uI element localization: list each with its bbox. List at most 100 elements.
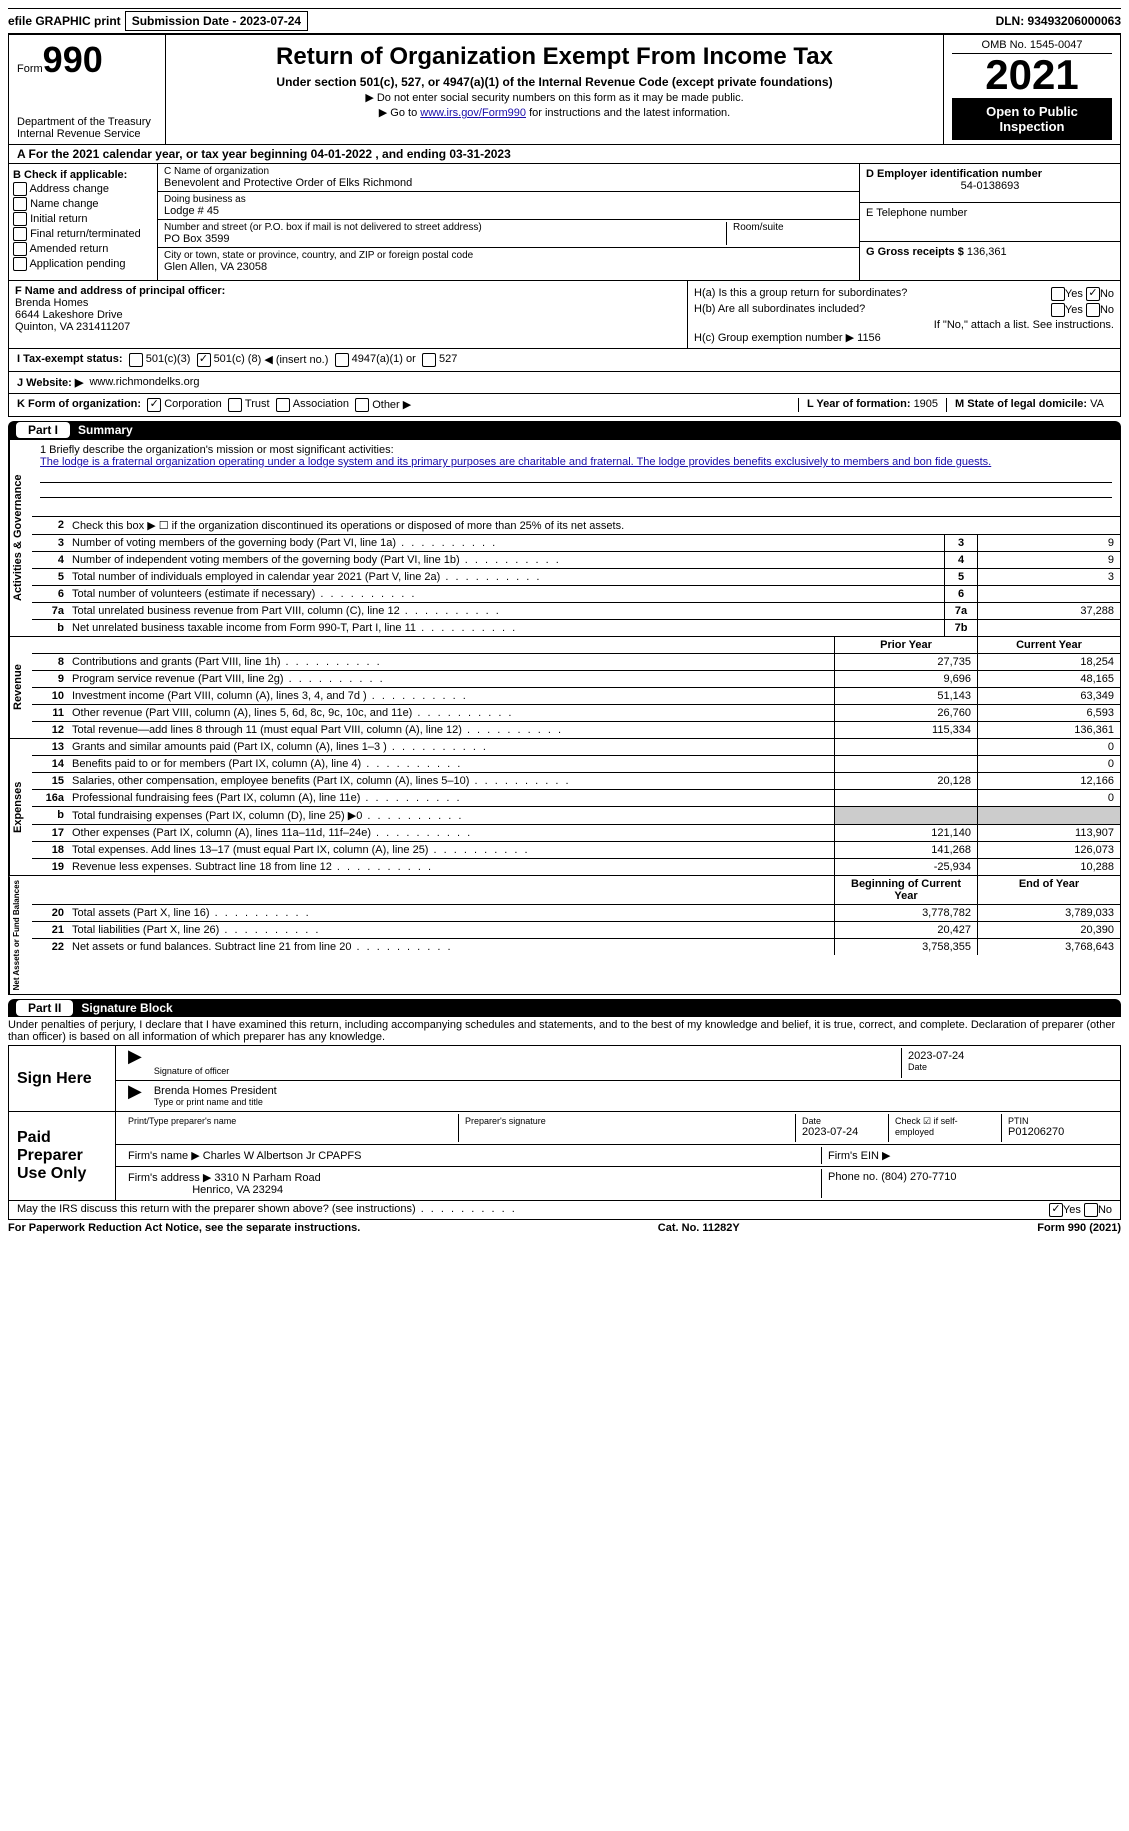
- b-label: B Check if applicable:: [13, 169, 127, 181]
- vtab-net: Net Assets or Fund Balances: [9, 876, 32, 994]
- line-12: 12 Total revenue—add lines 8 through 11 …: [32, 722, 1120, 738]
- line-15: 15 Salaries, other compensation, employe…: [32, 773, 1120, 790]
- line-b: b Total fundraising expenses (Part IX, c…: [32, 807, 1120, 825]
- firm-ein-label: Firm's EIN ▶: [822, 1147, 1114, 1164]
- hb-answer: Yes No: [1051, 303, 1114, 317]
- check-name[interactable]: Name change: [13, 197, 153, 211]
- header-right-col: OMB No. 1545-0047 2021 Open to Public In…: [944, 35, 1120, 144]
- part1-num: Part I: [16, 422, 70, 438]
- check-address-label: Address change: [29, 183, 109, 195]
- l-label: L Year of formation:: [807, 398, 911, 410]
- submission-date: Submission Date - 2023-07-24: [125, 11, 308, 31]
- form-subtitle: Under section 501(c), 527, or 4947(a)(1)…: [174, 75, 935, 89]
- prep-sig-label: Preparer's signature: [465, 1116, 789, 1126]
- irs-link[interactable]: www.irs.gov/Form990: [420, 107, 526, 119]
- check-527[interactable]: [422, 353, 436, 367]
- opt-501c-post: ) ◀ (insert no.): [258, 353, 329, 367]
- vtab-ag: Activities & Governance: [9, 440, 32, 636]
- m-label: M State of legal domicile:: [955, 398, 1087, 410]
- line-16a: 16a Professional fundraising fees (Part …: [32, 790, 1120, 807]
- sig-date: 2023-07-24: [908, 1050, 1108, 1062]
- section-h: H(a) Is this a group return for subordin…: [688, 281, 1120, 348]
- note-pre: ▶ Go to: [379, 107, 420, 119]
- part2-header: Part IISignature Block: [8, 999, 1121, 1017]
- form-header: Form990 Department of the Treasury Inter…: [8, 34, 1121, 145]
- line-19: 19 Revenue less expenses. Subtract line …: [32, 859, 1120, 875]
- street-label: Number and street (or P.O. box if mail i…: [164, 222, 726, 233]
- check-final[interactable]: Final return/terminated: [13, 227, 153, 241]
- line-20: 20 Total assets (Part X, line 16) 3,778,…: [32, 905, 1120, 922]
- discuss-text: May the IRS discuss this return with the…: [17, 1203, 517, 1217]
- line-6: 6 Total number of volunteers (estimate i…: [32, 586, 1120, 603]
- header-left-col: Form990 Department of the Treasury Inter…: [9, 35, 166, 144]
- line-13: 13 Grants and similar amounts paid (Part…: [32, 739, 1120, 756]
- part1-title: Summary: [78, 423, 133, 437]
- preparer-label: Paid Preparer Use Only: [9, 1112, 116, 1200]
- row-a: A For the 2021 calendar year, or tax yea…: [8, 145, 1121, 164]
- line-7a: 7a Total unrelated business revenue from…: [32, 603, 1120, 620]
- opt-501c3: 501(c)(3): [146, 353, 191, 367]
- irs-label: Internal Revenue Service: [17, 128, 157, 140]
- section-f: F Name and address of principal officer:…: [9, 281, 688, 348]
- check-501c[interactable]: [197, 353, 211, 367]
- line-18: 18 Total expenses. Add lines 13–17 (must…: [32, 842, 1120, 859]
- check-initial-label: Initial return: [30, 213, 87, 225]
- check-501c3[interactable]: [129, 353, 143, 367]
- dept-treasury: Department of the Treasury: [17, 116, 157, 128]
- efile-label: efile GRAPHIC print: [8, 14, 121, 28]
- check-assoc[interactable]: [276, 398, 290, 412]
- officer-name: Brenda Homes: [15, 297, 681, 309]
- section-fh: F Name and address of principal officer:…: [8, 281, 1121, 349]
- hb-label: H(b) Are all subordinates included?: [694, 303, 865, 317]
- ein-label: D Employer identification number: [866, 168, 1042, 180]
- line-21: 21 Total liabilities (Part X, line 26) 2…: [32, 922, 1120, 939]
- footer-left: For Paperwork Reduction Act Notice, see …: [8, 1222, 360, 1234]
- check-pending[interactable]: Application pending: [13, 257, 153, 271]
- check-player initial: Initial return: [13, 212, 153, 226]
- line-22: 22 Net assets or fund balances. Subtract…: [32, 939, 1120, 955]
- firm-phone-label: Phone no.: [828, 1171, 878, 1183]
- ptin-value: P01206270: [1008, 1126, 1108, 1138]
- open-inspection: Open to Public Inspection: [952, 98, 1112, 140]
- ha-label: H(a) Is this a group return for subordin…: [694, 287, 907, 301]
- summary-rev: Revenue Prior YearCurrent Year 8 Contrib…: [8, 637, 1121, 739]
- mission-label: 1 Briefly describe the organization's mi…: [40, 444, 1112, 456]
- ptin-label: PTIN: [1008, 1116, 1108, 1126]
- row-j: J Website: ▶ www.richmondelks.org: [8, 372, 1121, 394]
- header-mid-col: Return of Organization Exempt From Incom…: [166, 35, 944, 144]
- footer-right: Form 990 (2021): [1037, 1222, 1121, 1234]
- form-number: Form990: [17, 39, 157, 81]
- page-footer: For Paperwork Reduction Act Notice, see …: [8, 1222, 1121, 1234]
- ha-answer: Yes No: [1051, 287, 1114, 301]
- row-a-text: A For the 2021 calendar year, or tax yea…: [17, 147, 511, 161]
- line-b: b Net unrelated business taxable income …: [32, 620, 1120, 636]
- sig-name: Brenda Homes President: [154, 1085, 1108, 1097]
- check-amended[interactable]: Amended return: [13, 242, 153, 256]
- city-value: Glen Allen, VA 23058: [164, 261, 853, 273]
- gross-value: 136,361: [967, 246, 1007, 258]
- summary-exp: Expenses 13 Grants and similar amounts p…: [8, 739, 1121, 876]
- part2-title: Signature Block: [81, 1001, 172, 1015]
- officer-addr1: 6644 Lakeshore Drive: [15, 309, 681, 321]
- opt-527: 527: [439, 353, 457, 367]
- opt-assoc: Association: [293, 398, 349, 412]
- firm-addr2: Henrico, VA 23294: [192, 1184, 283, 1196]
- form-title: Return of Organization Exempt From Incom…: [174, 43, 935, 71]
- opt-corp: Corporation: [164, 398, 221, 412]
- opt-trust: Trust: [245, 398, 270, 412]
- section-d: D Employer identification number 54-0138…: [859, 164, 1120, 280]
- col-end: End of Year: [977, 876, 1120, 904]
- line-5: 5 Total number of individuals employed i…: [32, 569, 1120, 586]
- check-4947[interactable]: [335, 353, 349, 367]
- check-other[interactable]: [355, 398, 369, 412]
- check-trust[interactable]: [228, 398, 242, 412]
- check-address[interactable]: Address change: [13, 182, 153, 196]
- check-corp[interactable]: [147, 398, 161, 412]
- line-9: 9 Program service revenue (Part VIII, li…: [32, 671, 1120, 688]
- form-prefix: Form: [17, 63, 43, 75]
- mission-block: 1 Briefly describe the organization's mi…: [32, 440, 1120, 517]
- line-3: 3 Number of voting members of the govern…: [32, 535, 1120, 552]
- line-14: 14 Benefits paid to or for members (Part…: [32, 756, 1120, 773]
- top-bar: efile GRAPHIC print Submission Date - 20…: [8, 8, 1121, 34]
- line2-text: Check this box ▶ ☐ if the organization d…: [68, 517, 1120, 534]
